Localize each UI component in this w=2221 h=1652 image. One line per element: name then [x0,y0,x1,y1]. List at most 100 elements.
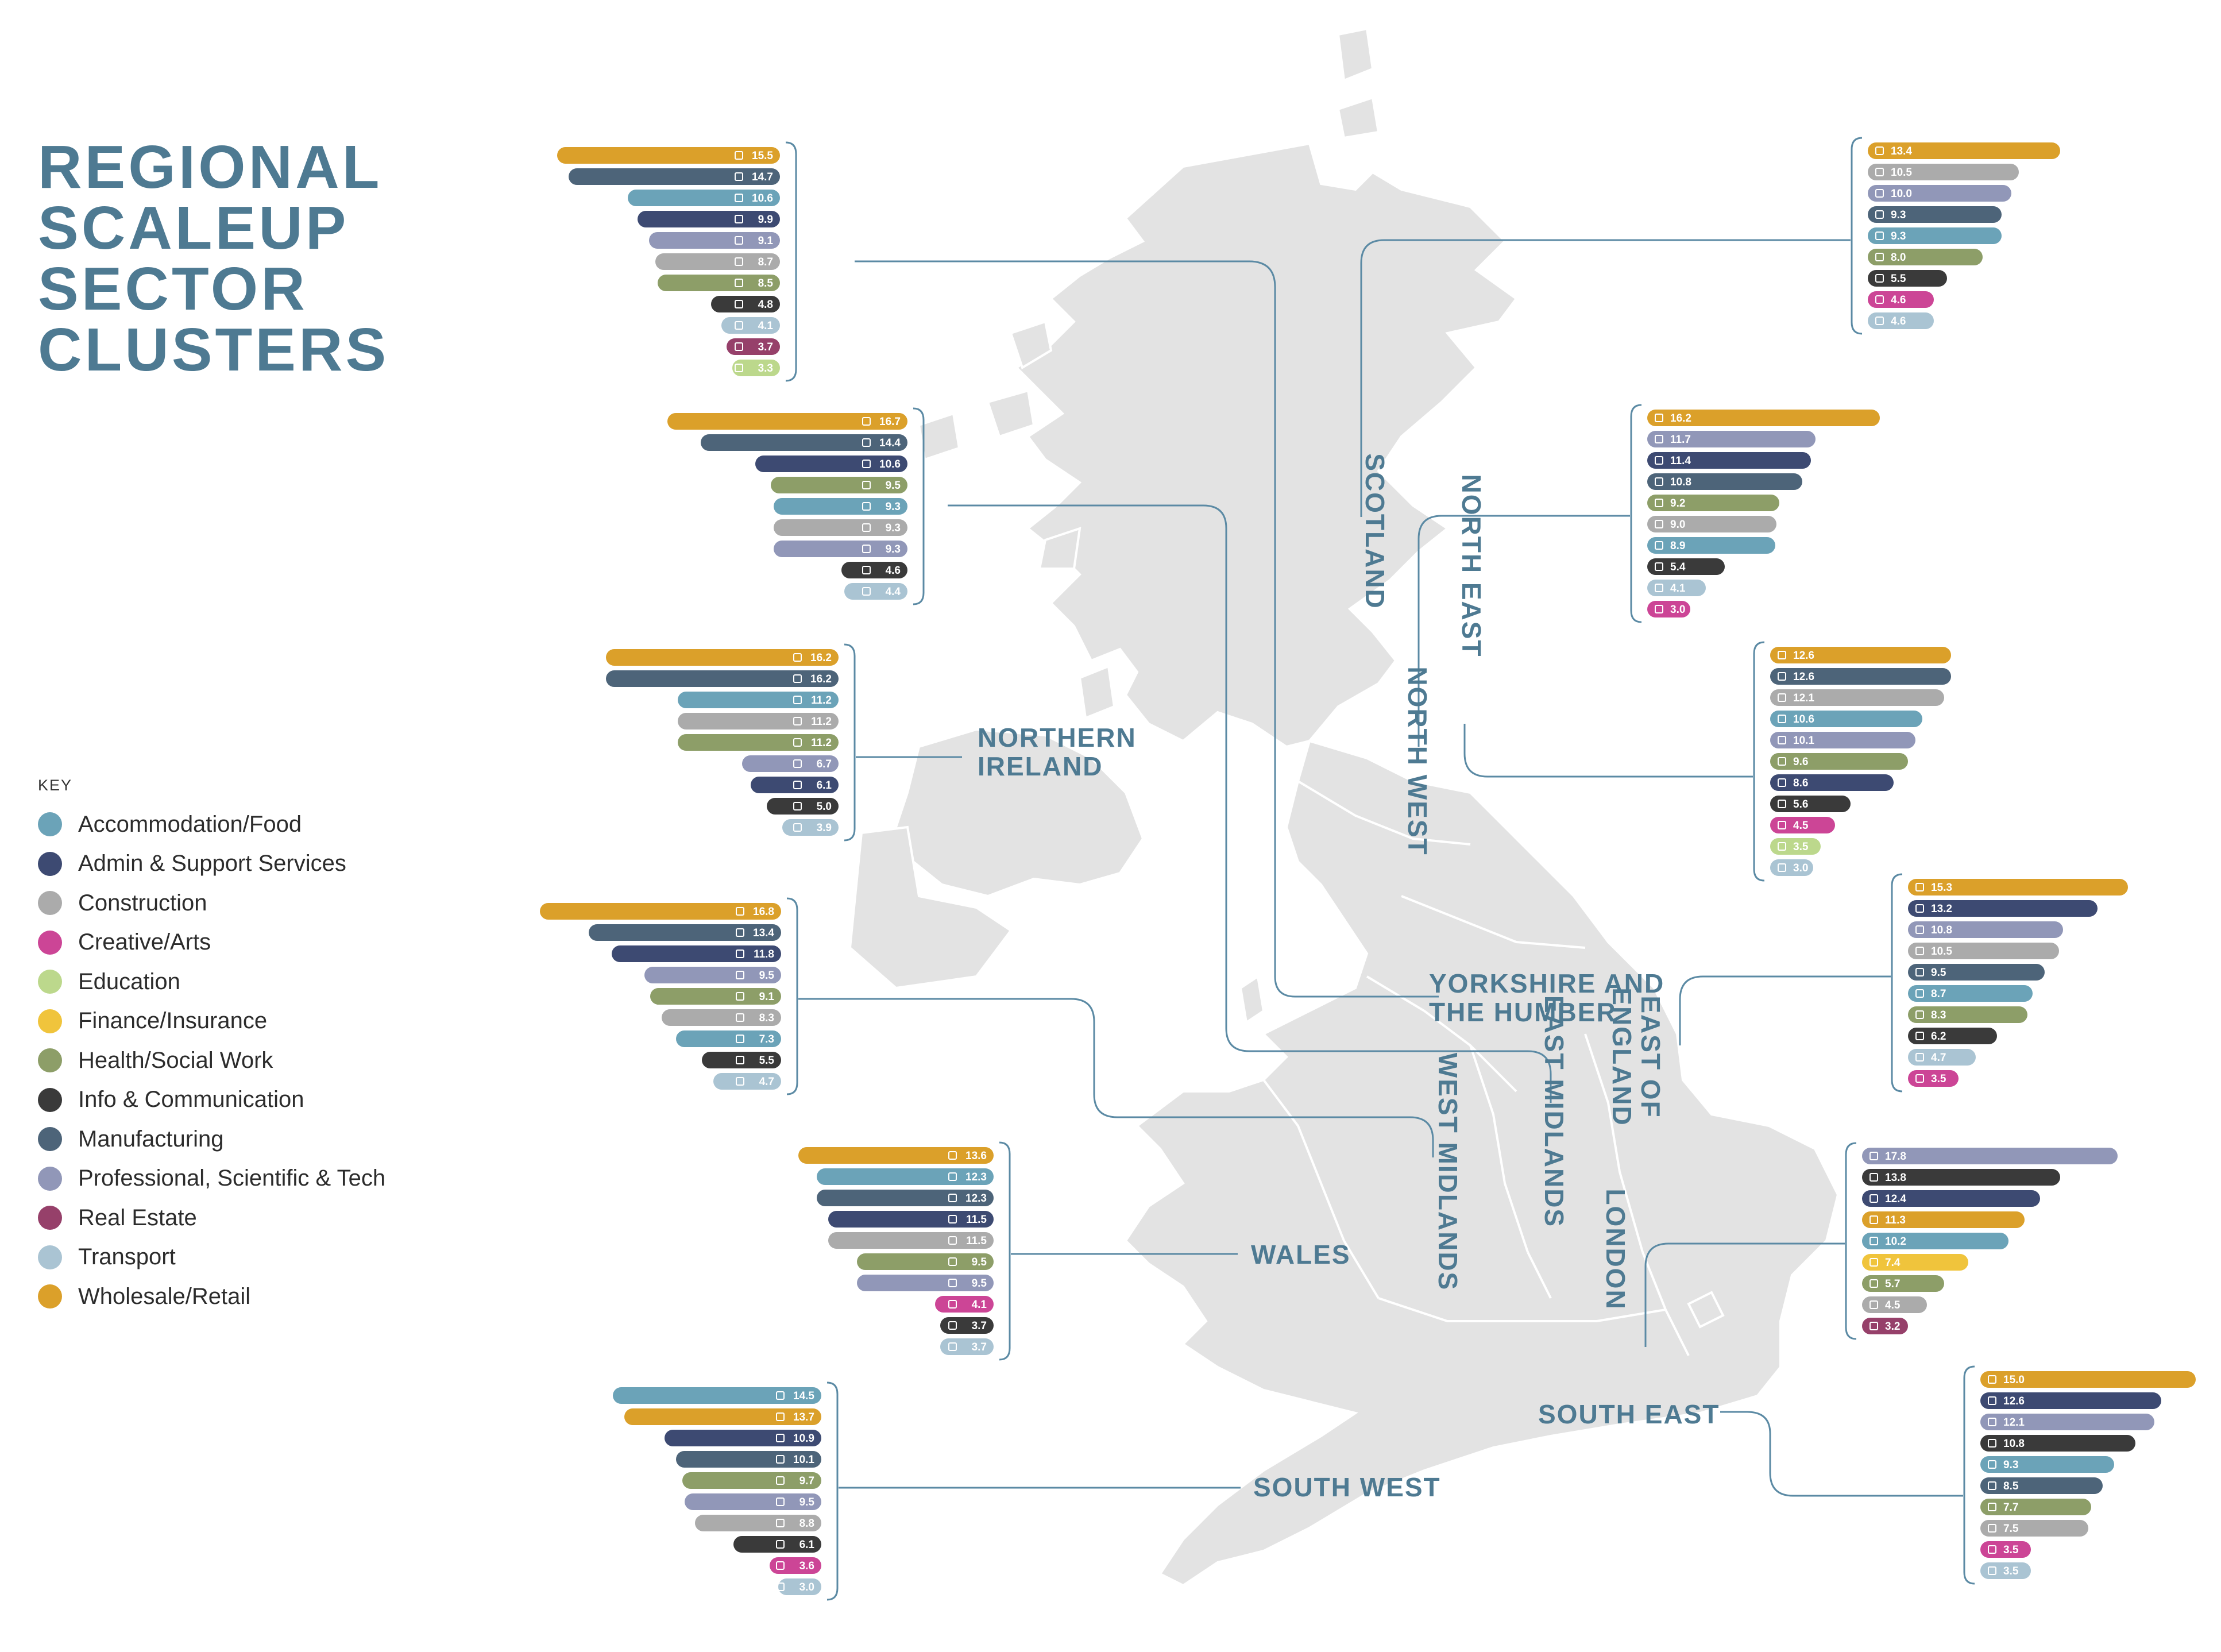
bar-value-label: 3.7 [758,341,773,353]
region-chart-north-west: 16.7 14.4 10.6 9.5 9.3 9.3 9.3 4.6 4.4 [667,407,1552,1103]
bar-value-label: 9.5 [799,1496,815,1508]
bar-health [1862,1275,1944,1292]
bar-professional [649,232,780,249]
bar-value-label: 16.2 [810,652,832,664]
bar-value-label: 9.5 [759,970,775,982]
bar-admin [1908,900,2098,917]
bar-value-label: 4.6 [886,565,901,577]
legend-swatch [38,812,62,837]
accommodation-icon [776,1391,785,1400]
manufacturing-icon [1875,210,1884,219]
legend-swatch [38,1284,62,1309]
bar-value-label: 10.5 [1931,945,1952,958]
region-chart-yorkshire-and-the-humber: 16.2 11.7 11.4 10.8 9.2 9.0 8.9 5.4 4.1 3.0 [1417,404,1880,747]
bar-value-label: 4.7 [759,1076,774,1088]
region-label: THE HUMBER [1429,997,1617,1027]
region-label-west-midlands: WEST MIDLANDS [1433,1053,1463,1291]
bracket [785,141,797,382]
bar-value-label: 6.7 [817,758,832,770]
transport-icon [1655,584,1663,592]
bar-value-label: 9.5 [972,1256,987,1268]
bar-value-label: 5.7 [1885,1278,1900,1290]
wholesale-icon [793,653,802,662]
bar-construction [1647,516,1776,532]
health-icon [1869,1279,1878,1288]
bar-value-label: 5.5 [1891,273,1906,285]
bar-value-label: 13.4 [1891,145,1912,157]
bar-value-label: 9.9 [758,214,773,226]
legend-label: Accommodation/Food [78,811,302,837]
connector-line [855,260,1439,998]
bar-value-label: 11.2 [811,716,832,728]
bar-value-label: 4.1 [1670,582,1686,595]
region-label: NORTH EAST [1457,474,1486,658]
connector-line [948,504,1552,1103]
bar-value-label: 4.1 [972,1299,987,1311]
bracket [1630,404,1642,623]
legend-item-construction: Construction [38,883,385,923]
admin-icon [1869,1194,1878,1203]
accommodation-icon [1655,541,1663,550]
legend-item-wholesale: Wholesale/Retail [38,1277,385,1317]
bar-creative [1770,817,1835,833]
bar-admin [1980,1392,2161,1409]
bar-value-label: 8.7 [758,256,773,268]
bar-professional [1647,431,1816,447]
bar-admin [638,211,780,227]
bar-health [1908,1006,2027,1023]
creative-icon [1655,605,1663,613]
admin-icon [948,1215,957,1223]
connector-line [1417,515,1630,747]
wholesale-icon [735,151,743,160]
bar-value-label: 10.6 [752,192,773,204]
bar-value-label: 9.3 [886,522,901,534]
bar-value-label: 9.3 [886,501,901,513]
professional-icon [736,971,744,979]
bar-value-label: 10.1 [793,1454,814,1466]
transport-icon [862,587,871,596]
bar-value-label: 5.4 [1670,561,1686,573]
construction-icon [1875,168,1884,176]
bar-value-label: 4.6 [1891,294,1906,306]
bar-value-label: 11.5 [966,1235,987,1247]
bar-value-label: 3.5 [1793,841,1809,853]
region-label: SCOTLAND [1360,453,1390,609]
bar-value-label: 12.1 [2003,1416,2025,1429]
education-icon [1778,842,1786,851]
accommodation-icon [1869,1237,1878,1245]
transport-icon [1875,316,1884,325]
bar-value-label: 8.8 [799,1518,814,1530]
region-label: WALES [1251,1240,1351,1269]
professional-icon [948,1279,957,1287]
legend-item-realestate: Real Estate [38,1198,385,1238]
bar-accommodation [1647,537,1775,554]
bar-value-label: 11.7 [1670,434,1691,446]
wholesale-icon [948,1151,957,1160]
bar-health [682,1472,821,1489]
bar-finance [1862,1254,1968,1271]
bar-construction [1770,689,1944,706]
region-label: IRELAND [978,751,1103,781]
admin-icon [793,781,802,789]
bracket [1891,873,1903,1093]
bracket [844,643,856,842]
bar-admin [1647,452,1811,469]
bracket [1963,1365,1975,1585]
bar-info [1770,796,1851,812]
region-label: EAST OF [1636,995,1666,1118]
connector-line [1463,724,1753,778]
manufacturing-icon [1915,968,1924,976]
bar-manufacturing [589,924,781,941]
health-icon [736,992,744,1001]
bar-value-label: 5.6 [1793,798,1808,810]
bar-info [702,1052,781,1068]
bar-education [732,360,780,376]
bar-value-label: 10.9 [793,1433,814,1445]
bar-accommodation [613,1387,821,1404]
construction-icon [735,257,743,266]
bar-health [857,1253,994,1270]
bar-info [1647,558,1725,575]
bar-value-label: 11.4 [1670,455,1691,467]
